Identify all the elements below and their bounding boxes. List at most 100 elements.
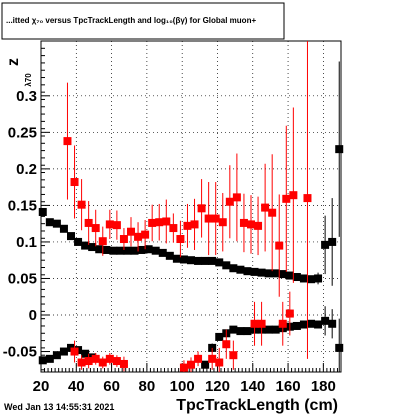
red-data-point <box>282 194 291 203</box>
black-data-point <box>299 274 308 283</box>
red-data-point <box>247 220 255 229</box>
red-data-point <box>275 241 284 250</box>
red-data-point <box>208 354 217 363</box>
red-data-point <box>229 351 238 360</box>
black-data-point <box>123 246 132 255</box>
x-tick-label: 60 <box>103 378 120 395</box>
y-tick-label: 0.25 <box>8 124 37 141</box>
black-data-point <box>179 255 188 264</box>
red-data-point <box>84 357 93 366</box>
black-data-point <box>222 261 231 270</box>
black-data-point <box>285 271 294 280</box>
red-data-point <box>261 203 270 212</box>
red-data-point <box>289 191 298 200</box>
red-data-point <box>112 221 121 230</box>
black-data-point <box>165 251 174 260</box>
red-data-point <box>250 319 259 328</box>
red-data-point <box>105 354 114 363</box>
black-data-point <box>109 246 118 255</box>
black-data-point <box>314 320 323 329</box>
black-data-point <box>208 256 217 265</box>
black-data-point <box>215 332 224 341</box>
data-markers <box>38 41 344 372</box>
black-data-point <box>229 325 238 334</box>
red-data-point <box>77 358 86 367</box>
x-axis-label: TpcTrackLength (cm) <box>176 397 338 414</box>
black-data-point <box>67 232 75 241</box>
red-data-point <box>127 227 135 236</box>
red-data-point <box>134 232 143 241</box>
black-data-point <box>307 319 315 328</box>
black-data-point <box>328 237 337 246</box>
black-data-point <box>137 245 146 254</box>
x-tick-label: 100 <box>170 378 195 395</box>
red-data-point <box>148 218 157 227</box>
red-data-point <box>183 221 192 230</box>
chart-title: ...itted χ₇₀ versus TpcTrackLength and l… <box>6 16 256 25</box>
black-data-point <box>172 254 181 263</box>
red-data-point <box>77 200 86 209</box>
red-data-point <box>155 218 164 227</box>
y-tick-label: 0.1 <box>16 234 37 251</box>
red-data-point <box>225 197 234 206</box>
x-tick-label: 140 <box>240 378 265 395</box>
black-data-point <box>52 351 61 360</box>
red-data-point <box>169 224 178 233</box>
red-data-point <box>303 194 312 203</box>
x-tick-label: 80 <box>139 378 156 395</box>
red-data-point <box>215 358 224 367</box>
y-tick-label: 0.2 <box>16 161 37 178</box>
red-data-point <box>119 235 128 244</box>
black-data-point <box>321 316 330 325</box>
red-data-point <box>119 359 128 368</box>
black-data-point <box>236 265 245 274</box>
black-data-point <box>243 267 252 276</box>
black-data-point <box>81 241 90 250</box>
black-data-point <box>45 218 54 227</box>
black-data-point <box>45 354 54 363</box>
black-data-point <box>187 256 195 265</box>
red-data-point <box>162 217 171 226</box>
red-data-point <box>218 218 227 227</box>
y-tick-label: 0 <box>29 307 37 324</box>
red-data-point <box>84 218 93 227</box>
black-data-point <box>271 269 280 278</box>
red-data-point <box>187 360 195 369</box>
black-data-point <box>59 347 68 356</box>
black-data-point <box>229 264 238 273</box>
black-data-point <box>314 274 323 283</box>
red-data-point <box>112 357 121 366</box>
red-data-point <box>190 220 199 229</box>
black-data-point <box>130 246 139 255</box>
x-tick-label: 180 <box>311 378 336 395</box>
red-data-point <box>91 224 100 233</box>
black-data-point <box>158 248 167 257</box>
black-data-point <box>59 224 68 233</box>
red-data-point <box>194 354 203 363</box>
red-data-point <box>204 214 213 223</box>
black-data-point <box>307 275 315 284</box>
red-data-point <box>257 319 266 328</box>
black-data-point <box>335 145 344 154</box>
y-tick-label: 0.15 <box>8 197 37 214</box>
black-data-point <box>335 343 344 352</box>
red-data-point <box>211 214 220 223</box>
black-data-point <box>292 321 301 330</box>
black-data-point <box>95 245 104 254</box>
black-data-point <box>81 349 90 358</box>
red-data-point <box>91 354 100 363</box>
black-data-point <box>201 360 210 369</box>
x-tick-label: 160 <box>276 378 301 395</box>
red-data-point <box>98 358 107 367</box>
black-data-point <box>328 319 337 328</box>
black-data-point <box>144 245 153 254</box>
y-tick-label: 0.05 <box>8 270 37 287</box>
black-data-point <box>116 246 125 255</box>
x-tick-label: 120 <box>205 378 230 395</box>
red-data-point <box>197 204 206 213</box>
red-data-point <box>70 178 79 187</box>
red-data-point <box>176 235 185 244</box>
black-data-point <box>88 243 97 252</box>
black-data-point <box>151 246 160 255</box>
black-data-point <box>250 267 259 276</box>
